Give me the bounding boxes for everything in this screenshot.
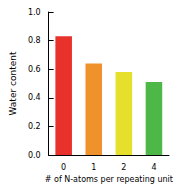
svg-text:0.0: 0.0 [28, 151, 41, 160]
svg-text:0.2: 0.2 [28, 122, 41, 131]
svg-text:# of N-atoms per repeating uni: # of N-atoms per repeating unit [45, 175, 173, 184]
svg-text:4: 4 [151, 163, 156, 172]
svg-text:0.4: 0.4 [28, 93, 41, 102]
svg-text:Water content: Water content [8, 51, 18, 115]
svg-text:1: 1 [91, 163, 96, 172]
svg-text:1.0: 1.0 [28, 8, 41, 17]
svg-text:0.6: 0.6 [28, 65, 41, 74]
svg-text:2: 2 [121, 163, 126, 172]
svg-text:0: 0 [61, 163, 66, 172]
svg-text:0.8: 0.8 [28, 36, 41, 45]
